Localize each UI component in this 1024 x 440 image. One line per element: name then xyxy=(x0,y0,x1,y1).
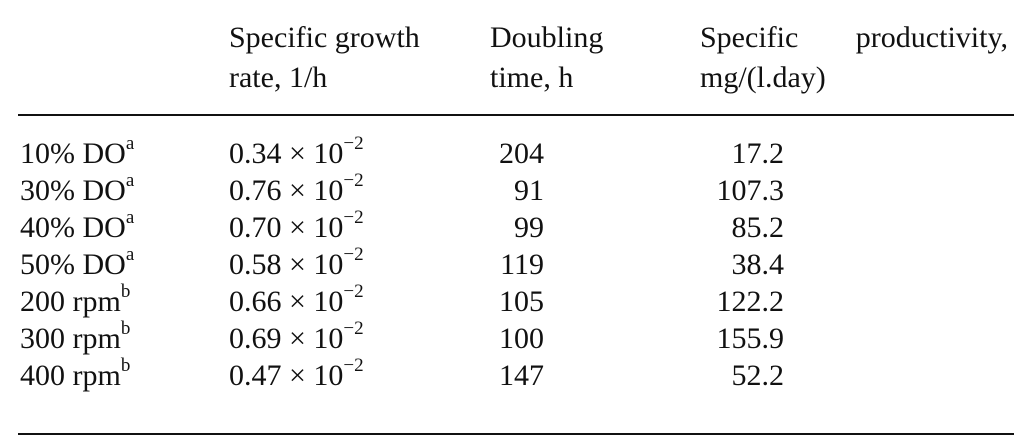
header-growth-line2: rate, 1/h xyxy=(229,61,328,94)
header-doubling-line2: time, h xyxy=(490,61,574,94)
growth-rate-cell: 0.58 × 10−2 xyxy=(229,244,364,281)
footnote-marker: a xyxy=(125,244,135,265)
exponent: −2 xyxy=(343,318,364,339)
productivity-cell: 122.2 xyxy=(716,285,785,318)
header-productivity-line1: Specific productivity, xyxy=(700,18,1008,58)
exponent: −2 xyxy=(343,355,364,376)
header-growth-line1: Specific growth xyxy=(229,21,420,54)
footnote-marker: b xyxy=(120,318,131,339)
header-productivity-word2: productivity, xyxy=(855,21,1008,54)
growth-rate-cell: 0.76 × 10−2 xyxy=(229,170,364,207)
condition-cell: 40% DOa xyxy=(20,207,135,244)
table-rule-bottom xyxy=(18,433,1014,435)
exponent: −2 xyxy=(343,281,364,302)
productivity-cell: 155.9 xyxy=(716,322,785,355)
growth-rate-cell: 0.66 × 10−2 xyxy=(229,281,364,318)
exponent: −2 xyxy=(343,207,364,228)
table-row: 40% DOa 0.70 × 10−2 99 85.2 xyxy=(0,207,1024,246)
doubling-time-cell: 91 xyxy=(514,174,544,207)
condition-cell: 50% DOa xyxy=(20,244,135,281)
productivity-cell: 38.4 xyxy=(731,248,785,281)
table-row: 400 rpmb 0.47 × 10−2 147 52.2 xyxy=(0,355,1024,394)
header-doubling-line1: Doubling xyxy=(490,21,604,54)
table-row: 50% DOa 0.58 × 10−2 119 38.4 xyxy=(0,244,1024,283)
condition-cell: 10% DOa xyxy=(20,133,135,170)
exponent: −2 xyxy=(343,244,364,265)
growth-rate-cell: 0.34 × 10−2 xyxy=(229,133,364,170)
table-row: 300 rpmb 0.69 × 10−2 100 155.9 xyxy=(0,318,1024,357)
doubling-time-cell: 119 xyxy=(500,248,544,281)
doubling-time-cell: 100 xyxy=(499,322,544,355)
table-row: 10% DOa 0.34 × 10−2 204 17.2 xyxy=(0,133,1024,172)
growth-rate-cell: 0.69 × 10−2 xyxy=(229,318,364,355)
header-specific-productivity: Specific productivity, mg/(l.day) xyxy=(700,18,1008,98)
growth-rate-cell: 0.47 × 10−2 xyxy=(229,355,364,392)
doubling-time-cell: 204 xyxy=(499,137,544,170)
productivity-cell: 52.2 xyxy=(731,359,785,392)
growth-rate-cell: 0.70 × 10−2 xyxy=(229,207,364,244)
condition-cell: 30% DOa xyxy=(20,170,135,207)
table-row: 200 rpmb 0.66 × 10−2 105 122.2 xyxy=(0,281,1024,320)
condition-cell: 400 rpmb xyxy=(20,355,131,392)
footnote-marker: b xyxy=(120,281,131,302)
footnote-marker: a xyxy=(125,170,135,191)
doubling-time-cell: 99 xyxy=(514,211,544,244)
exponent: −2 xyxy=(343,170,364,191)
productivity-cell: 107.3 xyxy=(716,174,785,207)
productivity-cell: 17.2 xyxy=(731,137,785,170)
condition-cell: 200 rpmb xyxy=(20,281,131,318)
table-rule-top xyxy=(18,114,1014,116)
productivity-cell: 85.2 xyxy=(731,211,785,244)
header-specific-growth-rate: Specific growth rate, 1/h xyxy=(229,18,420,98)
exponent: −2 xyxy=(343,133,364,154)
footnote-marker: b xyxy=(120,355,131,376)
footnote-marker: a xyxy=(125,207,135,228)
header-productivity-line2: mg/(l.day) xyxy=(700,61,826,94)
footnote-marker: a xyxy=(125,133,135,154)
header-productivity-word1: Specific xyxy=(700,21,799,54)
condition-cell: 300 rpmb xyxy=(20,318,131,355)
doubling-time-cell: 147 xyxy=(499,359,544,392)
header-doubling-time: Doubling time, h xyxy=(490,18,603,98)
table-row: 30% DOa 0.76 × 10−2 91 107.3 xyxy=(0,170,1024,209)
doubling-time-cell: 105 xyxy=(499,285,544,318)
